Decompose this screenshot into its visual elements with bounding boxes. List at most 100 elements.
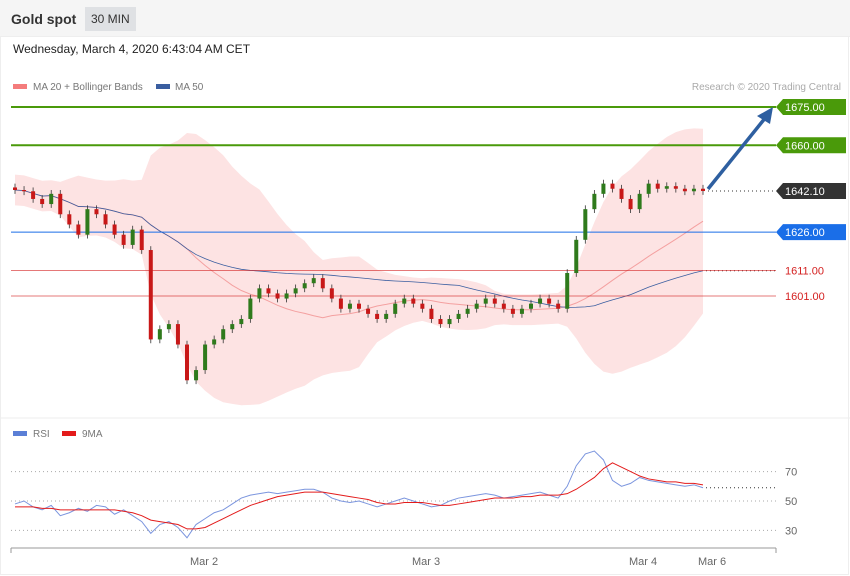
candle bbox=[13, 187, 17, 191]
candle bbox=[157, 329, 162, 340]
candle bbox=[420, 303, 425, 309]
candle bbox=[673, 186, 678, 189]
chart-frame bbox=[0, 36, 849, 575]
candle bbox=[646, 183, 651, 194]
candle bbox=[121, 234, 126, 245]
candle bbox=[637, 193, 642, 210]
ma20-legend-swatch bbox=[13, 84, 27, 89]
candle bbox=[402, 298, 407, 304]
candle bbox=[375, 313, 380, 319]
candle bbox=[248, 298, 253, 319]
rsi-tick-label: 50 bbox=[785, 496, 797, 508]
candle bbox=[112, 224, 117, 235]
candle bbox=[447, 318, 452, 325]
candle bbox=[320, 278, 325, 289]
candle bbox=[538, 298, 543, 304]
level-tag bbox=[776, 137, 846, 154]
candle bbox=[565, 273, 570, 309]
candle bbox=[275, 293, 280, 299]
candle bbox=[501, 303, 506, 309]
candle bbox=[148, 250, 153, 340]
candle bbox=[438, 318, 443, 325]
candle bbox=[357, 303, 361, 309]
9ma-legend-swatch bbox=[62, 431, 76, 436]
level-label: 1675.00 bbox=[785, 102, 825, 114]
candle bbox=[230, 324, 235, 330]
x-axis-label: Mar 6 bbox=[698, 556, 726, 568]
candle bbox=[583, 209, 588, 240]
candle bbox=[166, 324, 171, 330]
candle bbox=[492, 298, 497, 304]
candle bbox=[311, 278, 316, 284]
candle bbox=[338, 298, 343, 309]
candle bbox=[691, 188, 696, 192]
candle bbox=[384, 313, 389, 319]
candle bbox=[529, 303, 533, 309]
candle bbox=[456, 313, 461, 319]
rsi-tick-label: 30 bbox=[785, 525, 797, 537]
candle bbox=[574, 239, 579, 274]
x-axis-label: Mar 2 bbox=[190, 556, 218, 568]
candle bbox=[682, 188, 687, 192]
level-label: 1626.00 bbox=[785, 227, 825, 239]
x-axis-label: Mar 4 bbox=[629, 556, 657, 568]
candle bbox=[510, 308, 515, 314]
candle bbox=[474, 303, 479, 309]
rsi-legend-swatch bbox=[13, 431, 27, 436]
candle bbox=[257, 288, 262, 299]
candle bbox=[465, 308, 470, 314]
candle bbox=[619, 188, 624, 199]
candle bbox=[266, 288, 271, 294]
candle bbox=[85, 209, 90, 235]
candle bbox=[393, 303, 398, 314]
candle bbox=[94, 209, 99, 215]
candle bbox=[302, 283, 307, 289]
candle bbox=[103, 214, 108, 225]
ma20-legend-label: MA 20 + Bollinger Bands bbox=[33, 82, 143, 93]
candle bbox=[31, 191, 36, 199]
candle bbox=[329, 288, 334, 299]
9ma-legend-label: 9MA bbox=[82, 429, 103, 440]
candle bbox=[139, 229, 144, 251]
candle bbox=[40, 198, 45, 205]
candle bbox=[194, 370, 199, 381]
candle bbox=[76, 224, 81, 235]
bollinger-band bbox=[15, 128, 703, 406]
candle bbox=[347, 303, 352, 309]
timeframe-button[interactable]: 30 MIN bbox=[85, 7, 136, 31]
ma50-line bbox=[14, 189, 704, 308]
level-label: 1611.00 bbox=[785, 265, 824, 277]
candle bbox=[203, 344, 208, 371]
candle bbox=[664, 186, 669, 189]
candle bbox=[58, 193, 63, 215]
candle bbox=[284, 293, 289, 299]
candle bbox=[293, 288, 298, 294]
candle bbox=[130, 229, 135, 245]
candle bbox=[610, 183, 615, 189]
level-label: 1660.00 bbox=[785, 140, 825, 152]
candle bbox=[411, 298, 416, 304]
rsi-line bbox=[14, 450, 704, 539]
ma50-legend-swatch bbox=[156, 84, 170, 89]
header-bar: Gold spot 30 MIN bbox=[0, 0, 850, 37]
forecast-arrowhead-icon bbox=[757, 107, 773, 124]
candle bbox=[22, 190, 27, 192]
candle bbox=[483, 298, 488, 304]
candle bbox=[519, 308, 524, 314]
candle bbox=[701, 188, 705, 192]
candle bbox=[429, 308, 434, 319]
credit-text: Research © 2020 Trading Central bbox=[692, 82, 841, 93]
level-tag bbox=[776, 183, 846, 200]
level-label: 1601.00 bbox=[785, 291, 825, 303]
candle bbox=[67, 214, 72, 225]
rsi-legend-label: RSI bbox=[33, 429, 50, 440]
level-label: 1642.10 bbox=[785, 186, 825, 198]
candle bbox=[601, 183, 606, 194]
timestamp: Wednesday, March 4, 2020 6:43:04 AM CET bbox=[13, 42, 251, 56]
level-tag bbox=[776, 224, 846, 241]
candle bbox=[221, 329, 226, 340]
candle bbox=[239, 318, 244, 325]
candle bbox=[556, 303, 561, 309]
forecast-arrow bbox=[706, 115, 768, 191]
